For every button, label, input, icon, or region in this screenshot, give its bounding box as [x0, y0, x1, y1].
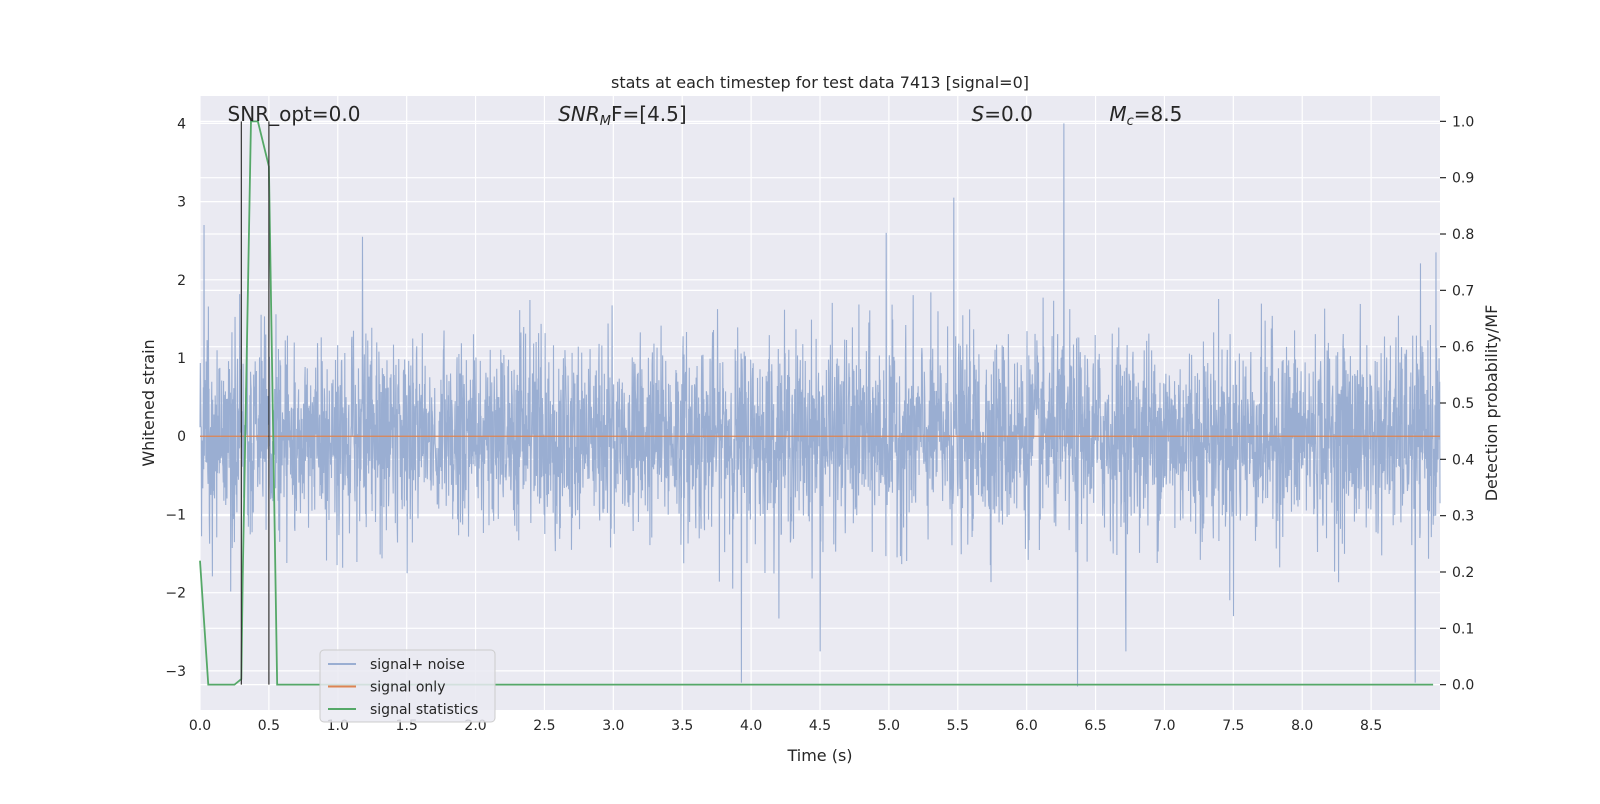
y-tick-label-left: −3	[165, 664, 186, 680]
annotation-text: SNRMF=[4.5]	[558, 102, 686, 129]
x-tick-label: 7.0	[1153, 718, 1175, 734]
annotation-rest: =0.0	[984, 102, 1033, 126]
y-tick-label-right: 0.3	[1452, 509, 1474, 525]
x-tick-label: 8.0	[1291, 718, 1313, 734]
y-tick-label-right: 0.7	[1452, 283, 1474, 299]
x-tick-label: 0.5	[258, 718, 280, 734]
legend-label: signal only	[370, 680, 445, 696]
y-axis-label-left: Whitened strain	[139, 339, 158, 466]
legend-label: signal+ noise	[370, 657, 465, 673]
x-tick-label: 0.0	[189, 718, 211, 734]
y-tick-label-left: 2	[177, 273, 186, 289]
chart-title: stats at each timestep for test data 741…	[611, 73, 1029, 92]
annotation-text: SNR_opt=0.0	[228, 102, 361, 126]
annotation-subscript: M	[600, 114, 611, 129]
x-tick-label: 3.5	[671, 718, 693, 734]
legend-label: signal statistics	[370, 702, 478, 718]
x-tick-label: 5.0	[878, 718, 900, 734]
x-tick-label: 3.0	[602, 718, 624, 734]
y-axis-label-right: Detection probability/MF	[1482, 305, 1501, 502]
x-tick-label: 4.0	[740, 718, 762, 734]
x-tick-label: 7.5	[1222, 718, 1244, 734]
y-tick-label-right: 0.1	[1452, 621, 1474, 637]
y-tick-label-right: 0.2	[1452, 565, 1474, 581]
x-tick-label: 8.5	[1360, 718, 1382, 734]
annotation-main: M	[1109, 102, 1126, 126]
annotations: SNR_opt=0.0 SNRMF=[4.5] S=0.0 Mc=8.5	[228, 102, 1183, 129]
annotation-text: S=0.0	[972, 102, 1033, 126]
y-tick-label-left: 4	[177, 116, 186, 132]
y-tick-label-left: 1	[177, 351, 186, 367]
annotation-main: SNR	[558, 102, 600, 126]
legend: signal+ noise signal only signal statistic…	[319, 649, 496, 723]
series-signal-noise	[199, 123, 1441, 687]
x-tick-label: 2.5	[533, 718, 555, 734]
x-tick-label: 6.0	[1016, 718, 1038, 734]
y-tick-label-left: −1	[165, 507, 186, 523]
annotation-subscript: c	[1127, 114, 1134, 129]
series-layer	[199, 120, 1441, 687]
y-tick-label-right: 0.4	[1452, 452, 1474, 468]
y-tick-label-right: 1.0	[1452, 114, 1474, 130]
y-tick-label-right: 0.6	[1452, 340, 1474, 356]
y-tick-label-left: 0	[177, 429, 186, 445]
y-tick-label-left: −2	[165, 586, 186, 602]
annotation-main: S	[972, 102, 985, 126]
annotation-rest: F=[4.5]	[611, 102, 687, 126]
y-tick-label-left: 3	[177, 195, 186, 211]
annotation-text: Mc=8.5	[1109, 102, 1182, 129]
y-tick-label-right: 0.9	[1452, 171, 1474, 187]
annotation-rest: =8.5	[1134, 102, 1183, 126]
y-tick-label-right: 0.5	[1452, 396, 1474, 412]
x-tick-label: 5.5	[947, 718, 969, 734]
y-tick-label-right: 0.8	[1452, 227, 1474, 243]
x-axis-label: Time (s)	[786, 746, 852, 765]
x-tick-label: 6.5	[1084, 718, 1106, 734]
series-signal-statistics	[199, 120, 1434, 686]
x-tick-label: 4.5	[809, 718, 831, 734]
y-tick-label-right: 0.0	[1452, 678, 1474, 694]
legend-box	[319, 649, 496, 723]
